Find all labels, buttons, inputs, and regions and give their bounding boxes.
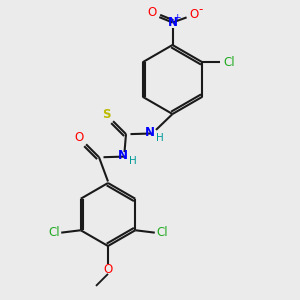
Text: N: N xyxy=(118,149,128,162)
Text: H: H xyxy=(129,156,137,167)
Text: O: O xyxy=(75,130,84,144)
Text: O: O xyxy=(148,6,157,20)
Text: +: + xyxy=(173,13,180,22)
Text: N: N xyxy=(145,126,155,139)
Text: S: S xyxy=(102,107,111,121)
Text: -: - xyxy=(198,3,203,16)
Text: H: H xyxy=(156,133,164,143)
Text: N: N xyxy=(167,16,178,29)
Text: Cl: Cl xyxy=(224,56,236,69)
Text: O: O xyxy=(189,8,198,21)
Text: O: O xyxy=(103,263,112,276)
Text: Cl: Cl xyxy=(157,226,168,239)
Text: Cl: Cl xyxy=(48,226,59,239)
